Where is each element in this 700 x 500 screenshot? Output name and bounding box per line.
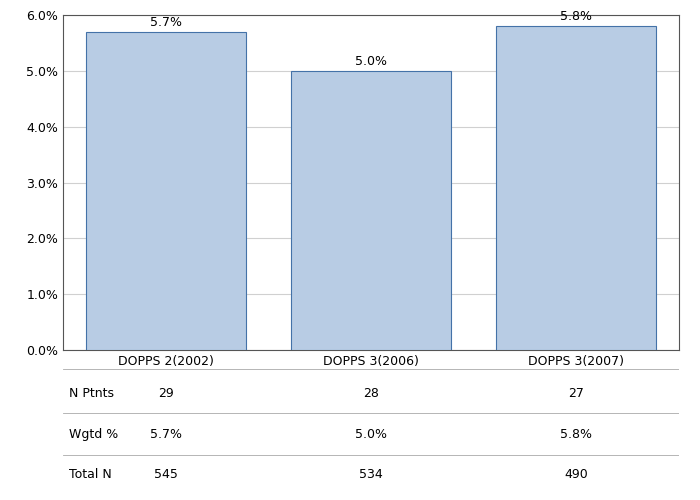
Text: Total N: Total N — [69, 468, 112, 481]
Text: 28: 28 — [363, 387, 379, 400]
Bar — [85, 32, 246, 350]
Text: N Ptnts: N Ptnts — [69, 387, 114, 400]
Text: 27: 27 — [568, 387, 584, 400]
Text: 29: 29 — [158, 387, 174, 400]
Text: 5.7%: 5.7% — [150, 16, 182, 29]
Text: 5.0%: 5.0% — [355, 55, 387, 68]
Text: Wgtd %: Wgtd % — [69, 428, 118, 441]
Text: 5.8%: 5.8% — [560, 428, 592, 441]
Text: 490: 490 — [564, 468, 588, 481]
Text: 5.0%: 5.0% — [355, 428, 387, 441]
Bar — [291, 71, 451, 350]
Bar — [496, 26, 657, 350]
Text: 5.7%: 5.7% — [150, 428, 182, 441]
Text: 534: 534 — [359, 468, 383, 481]
Text: 545: 545 — [154, 468, 178, 481]
Text: 5.8%: 5.8% — [560, 10, 592, 24]
